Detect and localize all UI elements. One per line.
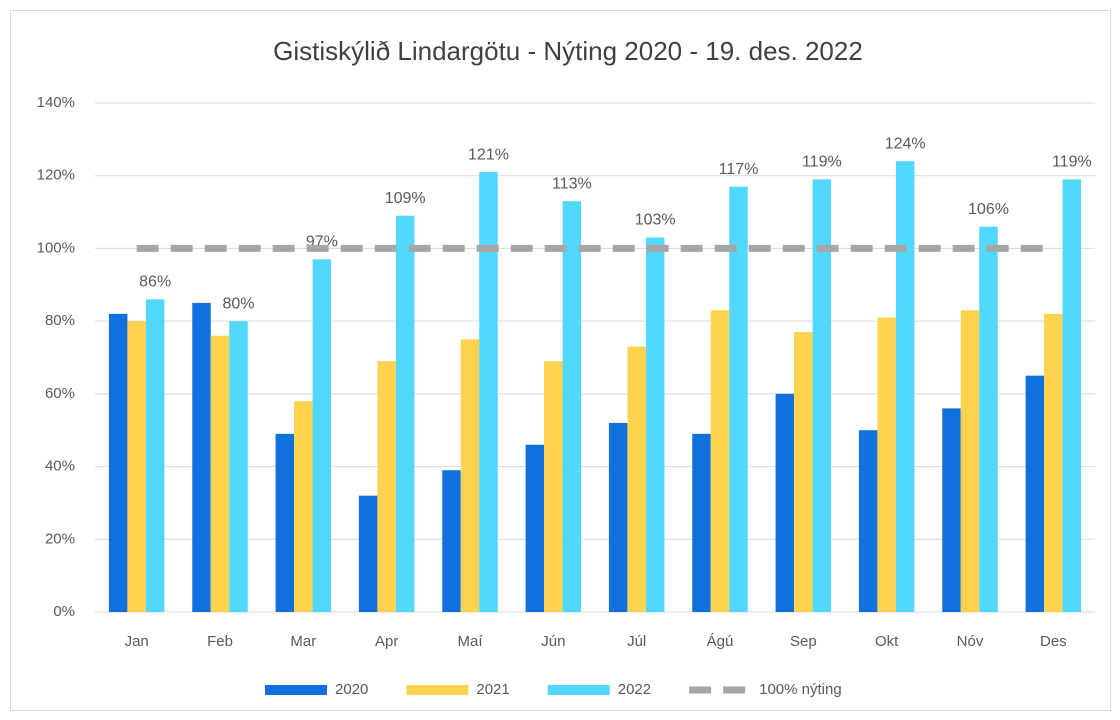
bar [710, 310, 730, 612]
x-tick-label: Okt [875, 633, 899, 650]
bar [127, 321, 146, 612]
bar [377, 361, 396, 612]
bar [877, 317, 896, 612]
bar [358, 495, 378, 612]
y-tick-label: 140% [37, 94, 75, 111]
bar [210, 335, 230, 612]
bar [812, 179, 832, 612]
bar [608, 422, 628, 612]
data-label: 119% [1052, 154, 1092, 171]
bar [1062, 179, 1082, 612]
x-tick-label: Feb [207, 633, 233, 650]
bar [312, 259, 332, 612]
bar [794, 332, 813, 612]
bar [145, 299, 165, 612]
x-tick-label: Jún [541, 633, 565, 650]
y-tick-label: 120% [37, 167, 75, 184]
bar [229, 321, 248, 612]
bar [858, 430, 878, 612]
data-label: 103% [635, 212, 676, 229]
legend-label: 100% nýting [759, 681, 842, 698]
data-label: 106% [968, 201, 1009, 218]
bar [692, 433, 711, 612]
legend-label: 2020 [335, 681, 368, 698]
bar [294, 401, 313, 612]
x-tick-label: Júl [627, 633, 646, 650]
bar [275, 433, 295, 612]
bar [460, 339, 480, 612]
bar [979, 226, 998, 612]
data-label: 80% [222, 295, 254, 312]
y-tick-label: 40% [45, 458, 75, 475]
bar [627, 346, 646, 612]
data-label: 121% [468, 146, 509, 163]
bar [395, 215, 415, 612]
y-tick-label: 80% [45, 312, 75, 329]
data-label: 109% [385, 190, 426, 207]
data-label: 113% [552, 175, 592, 192]
bar [562, 201, 582, 612]
bar [775, 393, 795, 612]
bar [525, 444, 545, 612]
bar [479, 172, 498, 613]
legend-swatch [406, 685, 469, 695]
x-tick-label: Des [1040, 633, 1067, 650]
bar [442, 470, 461, 612]
chart-title: Gistiskýlið Lindargötu - Nýting 2020 - 1… [273, 36, 863, 66]
x-tick-label: Maí [457, 633, 483, 650]
x-tick-label: Ágú [707, 633, 734, 650]
legend-swatch [265, 685, 327, 695]
data-label: 119% [802, 154, 842, 171]
x-tick-label: Jan [125, 633, 149, 650]
data-label: 117% [719, 161, 759, 178]
bar [544, 361, 563, 612]
bar [1025, 375, 1045, 612]
y-tick-label: 0% [53, 603, 75, 620]
y-tick-label: 60% [45, 385, 75, 402]
bar [729, 186, 748, 612]
x-tick-label: Nóv [957, 633, 984, 650]
legend-label: 2021 [476, 681, 509, 698]
x-tick-label: Sep [790, 633, 817, 650]
bar [108, 313, 128, 612]
legend-label: 2022 [618, 681, 651, 698]
bar [895, 161, 915, 612]
bar [192, 302, 211, 612]
bar [1044, 313, 1063, 612]
bar [645, 237, 665, 612]
bar [942, 408, 961, 612]
x-tick-label: Mar [290, 633, 316, 650]
y-tick-label: 100% [37, 239, 75, 256]
data-label: 86% [139, 274, 171, 291]
legend-swatch [547, 685, 610, 695]
x-tick-label: Apr [375, 633, 398, 650]
y-tick-label: 20% [45, 530, 75, 547]
data-label: 124% [885, 135, 926, 152]
bar [960, 310, 980, 612]
